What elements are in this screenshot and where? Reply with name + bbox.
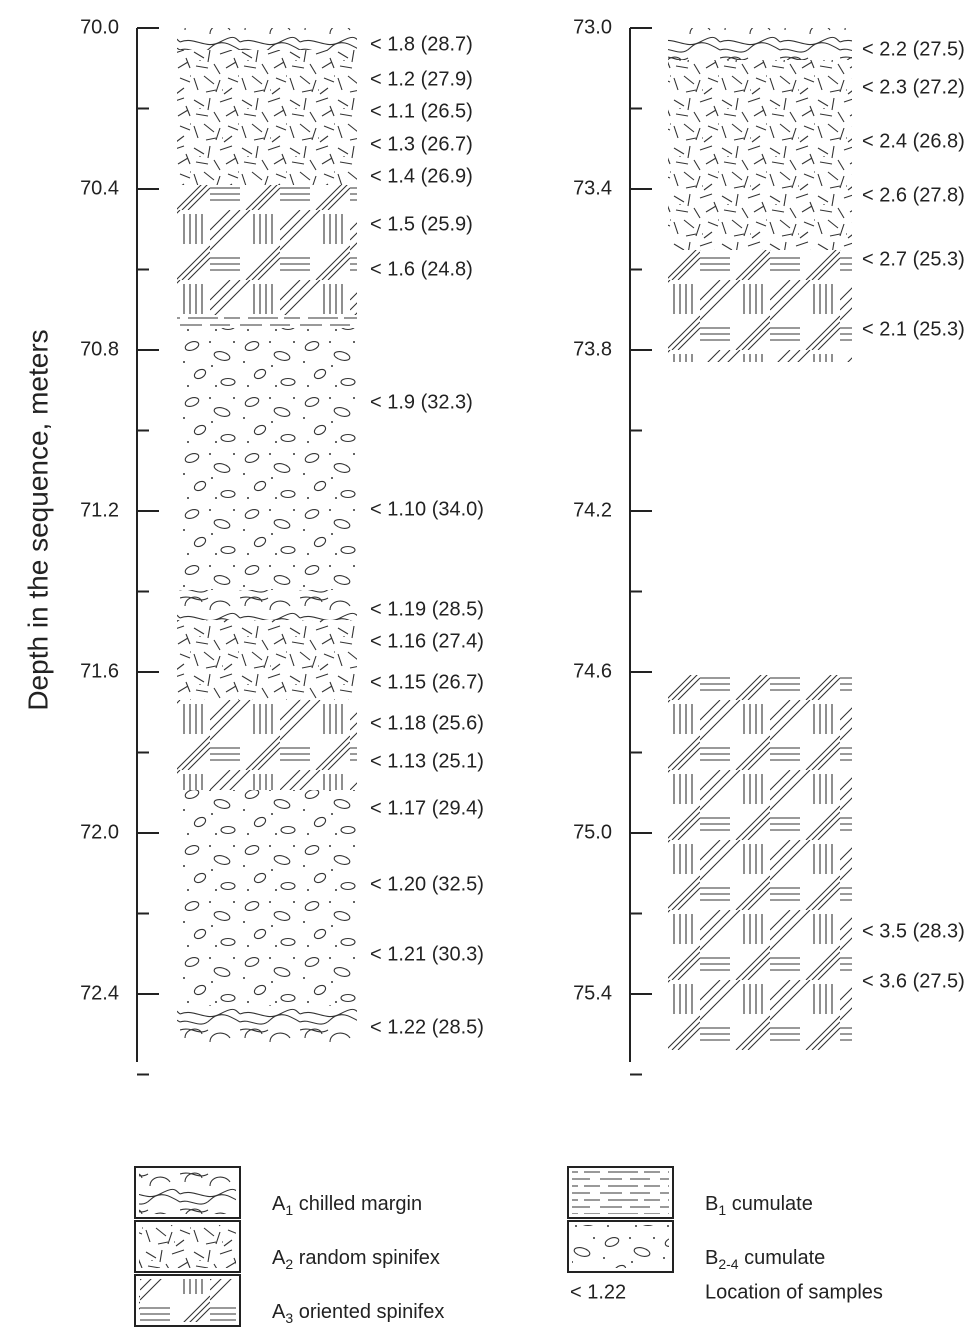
legend-text: chilled margin [299, 1193, 422, 1215]
lithology-unit [668, 675, 852, 1050]
lithology-unit [177, 328, 357, 590]
sample-label: < 1.20 (32.5) [370, 873, 484, 895]
sample-label: < 1.2 (27.9) [370, 68, 473, 90]
diagram: Depth in the sequence, meters 70.0 70.4 70… [0, 0, 976, 1337]
lithology-unit [177, 590, 357, 620]
lithology-unit [668, 28, 852, 60]
sample-label: < 1.21 (30.3) [370, 943, 484, 965]
legend-label: A1 chilled margin [272, 1193, 422, 1217]
depth-tick-label: 75.4 [573, 982, 612, 1004]
depth-tick-label: 70.4 [80, 177, 119, 199]
sample-label: < 3.6 (27.5) [862, 970, 965, 992]
sample-label: < 1.6 (24.8) [370, 258, 473, 280]
depth-tick-label: 74.2 [573, 499, 612, 521]
lithology-unit [177, 28, 357, 50]
sample-label: < 2.3 (27.2) [862, 76, 965, 98]
sample-label: < 1.3 (26.7) [370, 133, 473, 155]
lithology-unit [668, 60, 852, 250]
legend-symbol: A [272, 1193, 286, 1215]
sample-label: < 3.5 (28.3) [862, 920, 965, 942]
legend-label: B2-4 cumulate [705, 1247, 825, 1271]
legend-subscript: 2-4 [718, 1256, 738, 1272]
legend-label: B1 cumulate [705, 1193, 813, 1217]
depth-tick-label: 73.8 [573, 338, 612, 360]
depth-tick-label: 73.4 [573, 177, 612, 199]
sample-label: < 1.5 (25.9) [370, 213, 473, 235]
legend-symbol: A [272, 1301, 286, 1323]
sample-label: < 2.7 (25.3) [862, 248, 965, 270]
depth-tick-label: 70.0 [80, 16, 119, 38]
lithology-unit [177, 620, 357, 700]
sample-label: < 1.17 (29.4) [370, 797, 484, 819]
legend-symbol: A [272, 1247, 286, 1269]
depth-tick-label: 74.6 [573, 660, 612, 682]
depth-tick-label: 70.8 [80, 338, 119, 360]
legend-label: A2 random spinifex [272, 1247, 440, 1271]
sample-label: < 1.13 (25.1) [370, 750, 484, 772]
legend-swatch-fill [139, 1225, 236, 1268]
legend-symbol: B [705, 1247, 718, 1269]
sample-label: < 2.4 (26.8) [862, 130, 965, 152]
sample-label: < 1.8 (28.7) [370, 33, 473, 55]
legend-label: Location of samples [705, 1281, 883, 1303]
legend-subscript: 1 [718, 1202, 726, 1218]
depth-tick-label: 71.6 [80, 660, 119, 682]
depth-tick-label: 75.0 [573, 821, 612, 843]
legend-text: cumulate [744, 1247, 825, 1269]
legend-label: A3 oriented spinifex [272, 1301, 444, 1325]
sample-label: < 2.6 (27.8) [862, 184, 965, 206]
depth-tick-label: 72.0 [80, 821, 119, 843]
legend-swatch-fill [572, 1171, 669, 1214]
legend-subscript: 3 [285, 1310, 293, 1326]
lithology-unit [177, 700, 357, 790]
lithology-unit [177, 315, 357, 328]
sample-label: < 1.4 (26.9) [370, 165, 473, 187]
sample-label: < 1.19 (28.5) [370, 598, 484, 620]
lithology-unit [668, 250, 852, 362]
lithology-unit [177, 185, 357, 315]
legend-swatch-fill [139, 1171, 236, 1214]
sample-label: < 2.2 (27.5) [862, 38, 965, 60]
lithology-unit [177, 1005, 357, 1042]
legend-swatch-fill [139, 1279, 236, 1322]
lithology-unit [177, 790, 357, 1005]
sample-label: < 2.1 (25.3) [862, 318, 965, 340]
legend-text: cumulate [732, 1193, 813, 1215]
sample-label: < 1.22 (28.5) [370, 1016, 484, 1038]
sample-label: < 1.15 (26.7) [370, 671, 484, 693]
depth-tick-label: 73.0 [573, 16, 612, 38]
depth-tick-label: 71.2 [80, 499, 119, 521]
legend-subscript: 2 [285, 1256, 293, 1272]
legend-symbol: B [705, 1193, 718, 1215]
sample-label: < 1.18 (25.6) [370, 712, 484, 734]
sample-label: < 1.16 (27.4) [370, 630, 484, 652]
sample-label: < 1.1 (26.5) [370, 100, 473, 122]
lithology-unit [177, 50, 357, 185]
legend-symbol: < 1.22 [570, 1281, 626, 1303]
sample-label: < 1.10 (34.0) [370, 498, 484, 520]
depth-tick-label: 72.4 [80, 982, 119, 1004]
y-axis-label: Depth in the sequence, meters [22, 329, 53, 710]
sample-label: < 1.9 (32.3) [370, 391, 473, 413]
legend-subscript: 1 [285, 1202, 293, 1218]
legend-swatch-fill [572, 1225, 669, 1268]
legend-text: random spinifex [299, 1247, 440, 1269]
legend-text: oriented spinifex [299, 1301, 445, 1323]
